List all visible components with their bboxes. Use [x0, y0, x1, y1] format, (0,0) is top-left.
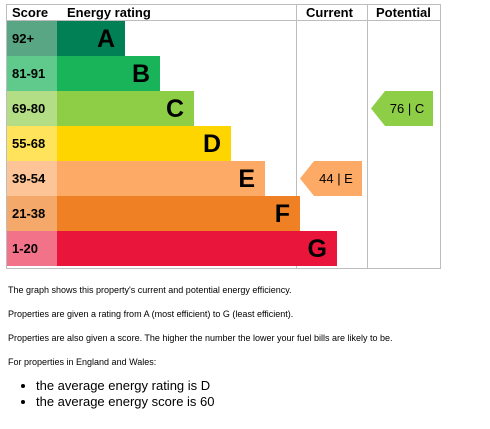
- current-rating-label: 44 | E: [319, 171, 353, 186]
- rating-letter-c: C: [165, 95, 184, 123]
- potential-header: Potential: [376, 5, 431, 20]
- rating-bar-g: G: [57, 231, 337, 266]
- average-rating-item: the average energy rating is D: [36, 378, 215, 394]
- rating-bar-a: A: [57, 21, 125, 56]
- rating-explanation: Properties are given a rating from A (mo…: [8, 309, 294, 319]
- score-range-a: 92+: [7, 21, 57, 56]
- rating-letter-e: E: [238, 165, 255, 193]
- score-range-b: 81-91: [7, 56, 57, 91]
- potential-column-divider: [367, 4, 368, 269]
- energy-rating-chart: Score Energy rating Current Potential 92…: [6, 4, 441, 269]
- averages-list: the average energy rating is D the avera…: [8, 378, 215, 409]
- region-intro: For properties in England and Wales:: [8, 357, 157, 367]
- rating-letter-d: D: [202, 130, 221, 158]
- rating-bar-c: C: [57, 91, 194, 126]
- potential-rating-arrow: 76 | C: [371, 91, 433, 126]
- score-range-g: 1-20: [7, 231, 57, 266]
- header-divider: [6, 20, 441, 21]
- graph-explanation: The graph shows this property's current …: [8, 285, 292, 295]
- score-range-e: 39-54: [7, 161, 57, 196]
- rating-bar-d: D: [57, 126, 231, 161]
- score-explanation: Properties are also given a score. The h…: [8, 333, 393, 343]
- rating-bar-f: F: [57, 196, 300, 231]
- rating-letter-f: F: [274, 200, 290, 228]
- rating-letter-g: G: [307, 235, 327, 263]
- current-column-divider: [296, 4, 297, 269]
- score-range-d: 55-68: [7, 126, 57, 161]
- rating-letter-a: A: [96, 25, 115, 53]
- potential-rating-label: 76 | C: [389, 101, 425, 116]
- energy-rating-header: Energy rating: [67, 5, 151, 20]
- average-score-item: the average energy score is 60: [36, 394, 215, 410]
- score-range-f: 21-38: [7, 196, 57, 231]
- score-range-c: 69-80: [7, 91, 57, 126]
- rating-letter-b: B: [131, 60, 150, 88]
- chart-border: [6, 4, 441, 269]
- rating-bar-e: E: [57, 161, 265, 196]
- current-rating-arrow: 44 | E: [300, 161, 362, 196]
- rating-bar-b: B: [57, 56, 160, 91]
- score-header: Score: [12, 5, 49, 20]
- current-header: Current: [306, 5, 353, 20]
